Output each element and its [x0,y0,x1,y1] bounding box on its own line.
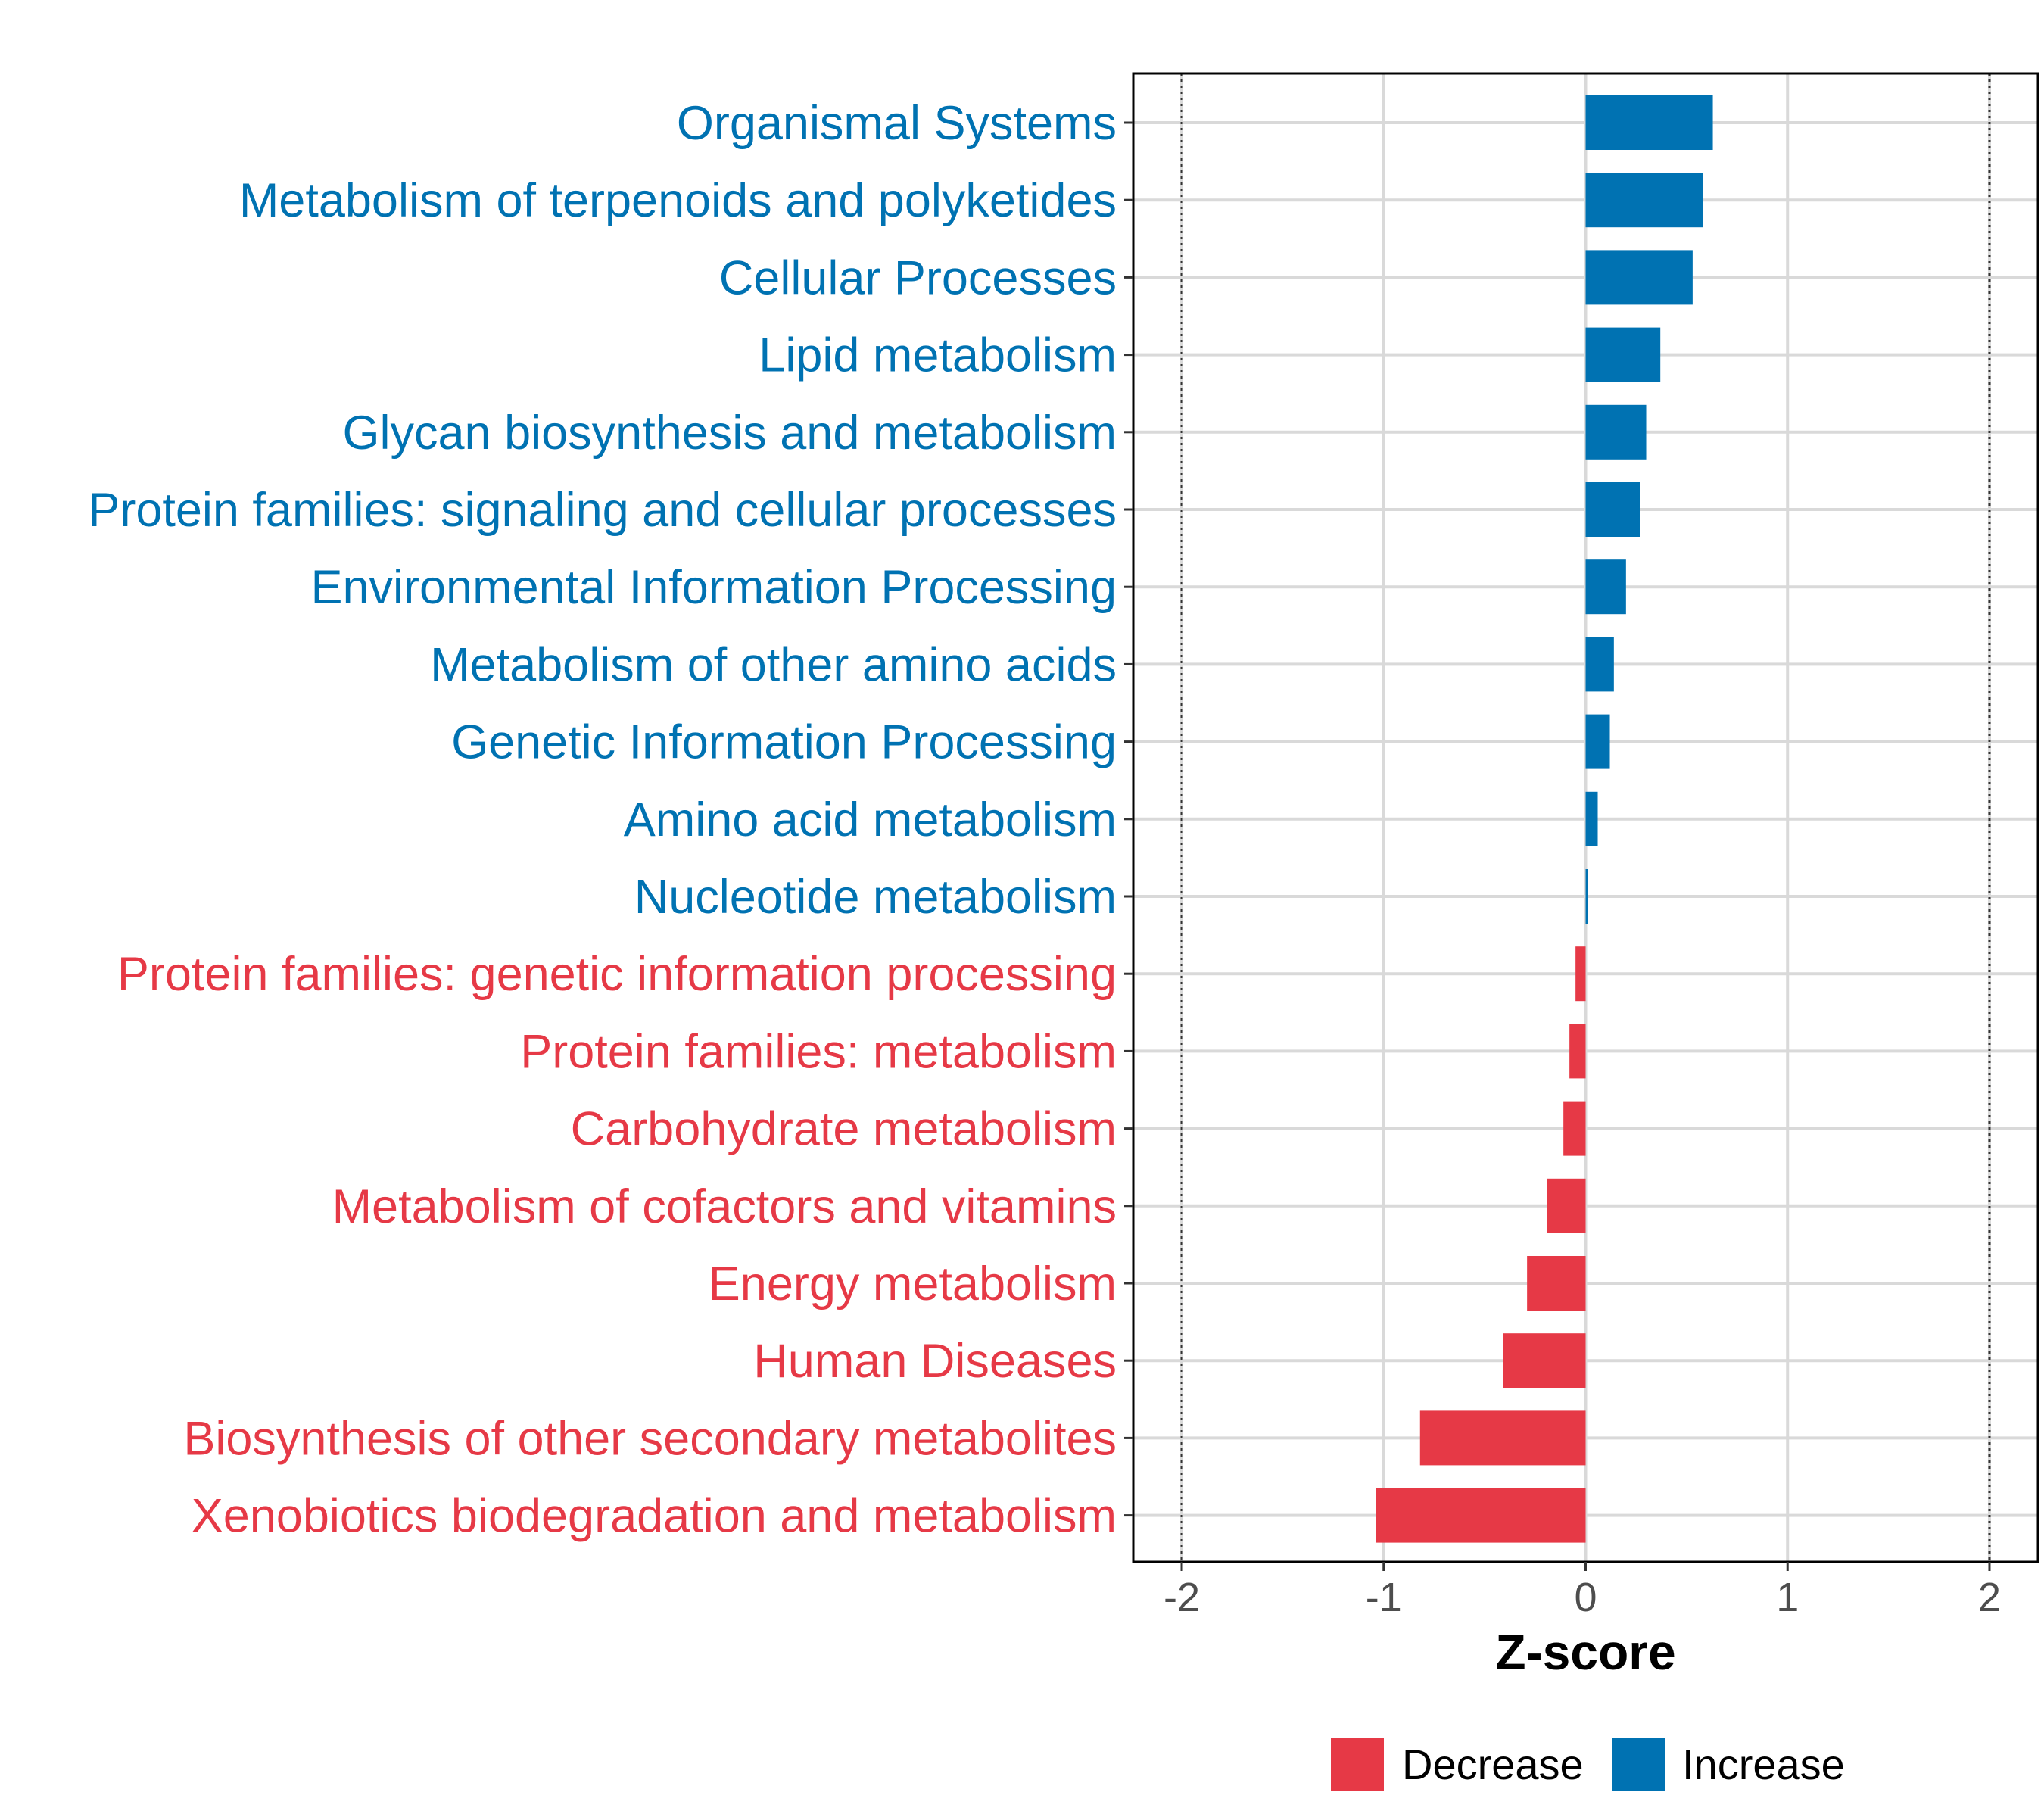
bar [1585,714,1610,769]
y-axis-ticks [1124,121,1133,1517]
bar [1585,869,1588,924]
category-label: Cellular Processes [719,251,1117,304]
x-tick-label: -2 [1164,1575,1200,1620]
y-axis-labels: Organismal Systems Metabolism of terpenoi… [88,97,1117,1543]
bar [1575,946,1586,1002]
category-label: Environmental Information Processing [310,561,1117,614]
category-label: Protein families: signaling and cellular… [88,484,1117,537]
bar [1503,1333,1586,1388]
bar [1585,250,1693,305]
x-axis-title: Z-score [1495,1624,1675,1680]
bar [1585,482,1640,537]
legend-swatch [1612,1738,1665,1791]
category-label: Xenobiotics biodegradation and metabolis… [192,1490,1117,1543]
x-axis-ticks [1180,1562,1991,1571]
legend: Decrease Increase [1331,1738,1845,1791]
legend-label: Increase [1682,1741,1845,1788]
bar [1585,404,1647,460]
bar [1585,637,1614,692]
category-label: Nucleotide metabolism [634,871,1117,924]
category-label: Protein families: metabolism [520,1025,1117,1078]
category-label: Protein families: genetic information pr… [117,948,1117,1001]
x-tick-label: 2 [1978,1575,2001,1620]
bar [1569,1024,1586,1079]
category-label: Biosynthesis of other secondary metaboli… [183,1412,1117,1465]
category-label: Glycan biosynthesis and metabolism [343,407,1117,460]
x-tick-label: 0 [1574,1575,1597,1620]
category-label: Carbohydrate metabolism [571,1103,1117,1156]
x-tick-label: 1 [1776,1575,1799,1620]
bar [1563,1101,1586,1156]
legend-swatch [1331,1738,1384,1791]
x-axis-labels: -2 -1 0 1 2 [1164,1575,2001,1620]
category-label: Organismal Systems [677,97,1117,150]
legend-label: Decrease [1402,1741,1584,1788]
category-label: Metabolism of cofactors and vitamins [332,1180,1117,1233]
bar [1585,559,1626,615]
bar [1585,95,1713,150]
category-label: Amino acid metabolism [624,793,1117,846]
bar [1585,791,1598,846]
bar [1376,1488,1586,1543]
category-label: Metabolism of terpenoids and polyketides [239,174,1117,227]
category-label: Human Diseases [753,1335,1117,1388]
bar [1419,1410,1586,1466]
bar [1585,173,1703,228]
category-label: Metabolism of other amino acids [430,638,1117,691]
category-label: Lipid metabolism [759,329,1117,382]
bar [1527,1256,1586,1311]
bar [1585,327,1661,382]
category-label: Energy metabolism [709,1258,1117,1311]
category-label: Genetic Information Processing [451,716,1117,769]
bar [1547,1178,1586,1233]
x-tick-label: -1 [1366,1575,1402,1620]
bars [1376,95,1713,1543]
